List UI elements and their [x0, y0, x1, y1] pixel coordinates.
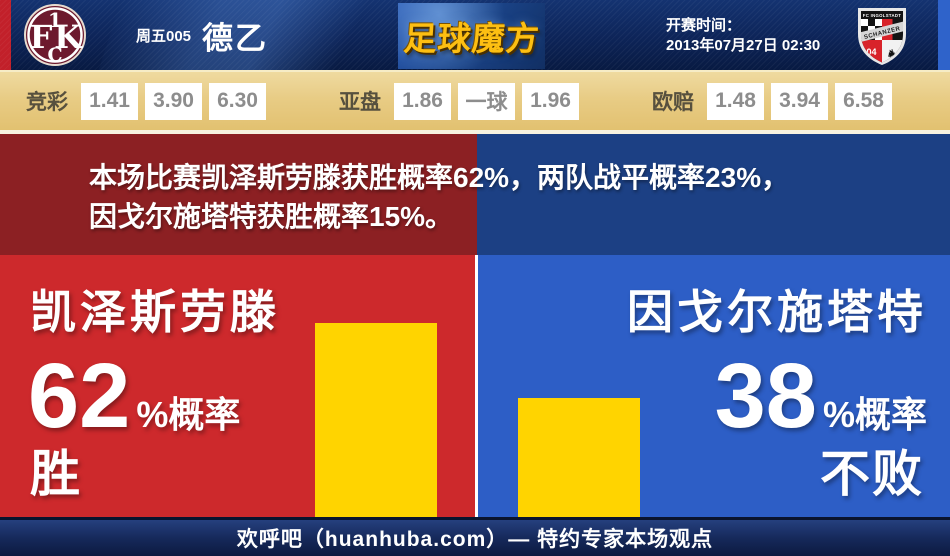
badge-number: 04	[866, 47, 876, 57]
odds-value-box: 6.58	[835, 82, 892, 120]
odds-label-jingcai: 竞彩	[26, 91, 68, 114]
home-probability-bar	[315, 323, 437, 517]
badge-letter-c: C	[47, 44, 62, 66]
odds-value-box: 6.30	[209, 82, 266, 120]
away-stat: 38 %概率	[715, 350, 927, 442]
odds-value-box: 1.86	[394, 82, 451, 120]
home-outcome: 胜	[30, 446, 82, 502]
home-team-name: 凯泽斯劳滕	[30, 286, 280, 338]
away-probability-bar	[518, 398, 640, 517]
home-team-badge: F 1 C K	[24, 4, 86, 66]
home-percent-suffix: %概率	[136, 394, 241, 435]
odds-bar-underline	[0, 130, 950, 134]
badge-top-text: FC INGOLSTADT	[863, 13, 902, 18]
analysis-line2: 因戈尔施塔特获胜概率15%。	[89, 201, 454, 232]
topbar: F 1 C K 周五005 德乙 足球魔方 开赛时间： 2013年07月27日 …	[0, 0, 950, 70]
odds-handicap-box: 一球	[458, 82, 515, 120]
odds-value-box: 1.48	[707, 82, 764, 120]
analysis-line1: 本场比赛凯泽斯劳滕获胜概率62%，两队战平概率23%，	[89, 162, 790, 193]
fck-badge-icon: F 1 C K	[24, 4, 86, 66]
away-outcome: 不败	[820, 446, 924, 502]
site-logo-text: 足球魔方	[402, 20, 541, 57]
away-percent: 38	[714, 345, 817, 447]
home-percent: 62	[28, 345, 131, 447]
left-accent-stripe	[0, 0, 11, 70]
panel-divider	[475, 255, 478, 517]
away-team-badge: ♞ SCHANZER 04 FC INGOLSTADT	[856, 4, 908, 66]
match-number: 周五005	[136, 27, 192, 45]
away-header-bg	[477, 134, 950, 255]
badge-letter-f: F	[30, 18, 53, 56]
odds-label-oupei: 欧赔	[652, 91, 694, 114]
odds-value-box: 1.41	[81, 82, 138, 120]
ingolstadt-badge-icon: ♞ SCHANZER 04 FC INGOLSTADT	[858, 8, 906, 65]
match-info: 周五005 德乙	[136, 13, 268, 58]
right-accent-stripe	[938, 0, 950, 70]
odds-group-oupei: 欧赔 1.48 3.94 6.58	[652, 82, 892, 120]
badge-letter-1: 1	[48, 8, 62, 32]
analysis-text: 本场比赛凯泽斯劳滕获胜概率62%，两队战平概率23%， 因戈尔施塔特获胜概率15…	[89, 158, 930, 236]
footer: 欢呼吧（huanhuba.com）— 特约专家本场观点	[0, 517, 950, 556]
site-logo-plate: 足球魔方	[398, 3, 545, 69]
away-panel-bg	[477, 134, 950, 517]
away-team-name: 因戈尔施塔特	[627, 286, 927, 338]
kickoff-info: 开赛时间： 2013年07月27日 02:30	[666, 16, 820, 56]
odds-value-box: 3.94	[771, 82, 828, 120]
odds-label-yapan: 亚盘	[339, 91, 381, 114]
home-header-bg	[0, 134, 477, 255]
kickoff-datetime: 2013年07月27日 02:30	[666, 37, 821, 54]
odds-value-box: 3.90	[145, 82, 202, 120]
badge-letter-k: K	[54, 18, 83, 56]
probability-graphic: 本场比赛凯泽斯劳滕获胜概率62%，两队战平概率23%， 因戈尔施塔特获胜概率15…	[0, 134, 950, 517]
odds-group-yapan: 亚盘 1.86 一球 1.96	[339, 82, 579, 120]
home-stat: 62 %概率	[28, 350, 240, 442]
league-name: 德乙	[202, 20, 269, 56]
odds-bar: 竞彩 1.41 3.90 6.30 亚盘 1.86 一球 1.96 欧赔 1.4…	[0, 70, 950, 130]
footer-text: 欢呼吧（huanhuba.com）— 特约专家本场观点	[236, 528, 714, 551]
away-percent-suffix: %概率	[822, 394, 927, 435]
odds-group-jingcai: 竞彩 1.41 3.90 6.30	[26, 82, 266, 120]
odds-value-box: 1.96	[522, 82, 579, 120]
kickoff-label: 开赛时间：	[666, 17, 742, 34]
